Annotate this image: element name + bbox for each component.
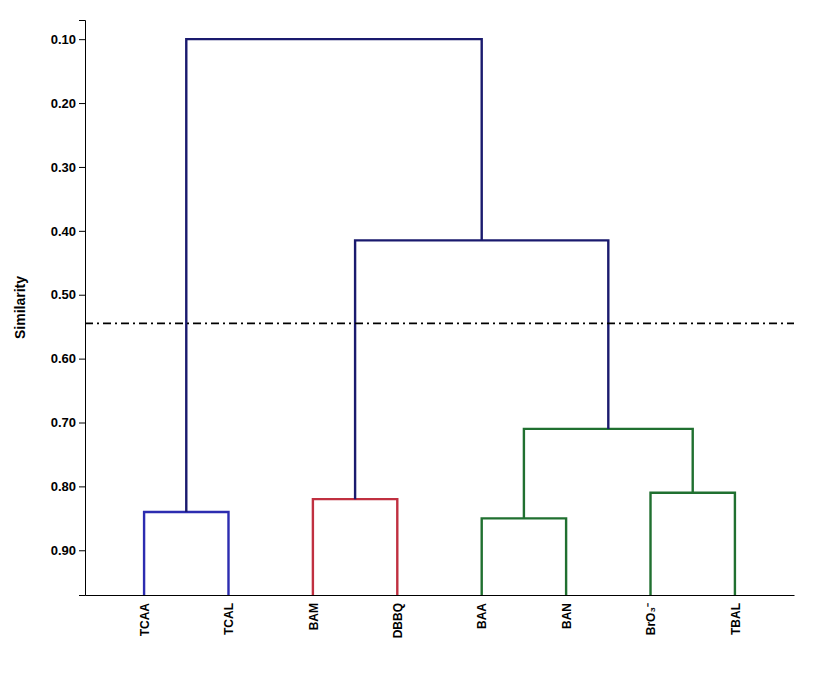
cutoff-line — [85, 323, 794, 325]
x-tick-label: BAA — [475, 603, 489, 629]
y-tick: 0.30 — [51, 160, 85, 175]
x-tick: TBAL — [729, 603, 743, 635]
y-tick-mark — [79, 550, 85, 551]
y-tick-mark — [79, 486, 85, 487]
x-axis-line — [86, 595, 795, 596]
y-tick: 0.90 — [51, 543, 85, 558]
y-axis-line — [79, 21, 86, 596]
x-axis: TCAA TCAL BAM DBBQ BAA BAN BrO₃⁻ TBAL — [86, 596, 795, 639]
y-tick-mark — [79, 167, 85, 168]
y-tick-mark — [79, 231, 85, 232]
dendrogram-link — [524, 429, 693, 518]
x-tick-label: BrO₃⁻ — [644, 603, 658, 635]
x-tick-label: DBBQ — [391, 603, 405, 638]
x-tick-label: TCAL — [222, 603, 236, 635]
chart-svg: 0.10 0.20 0.30 0.40 0.50 0.60 0.70 0.80 0.90 TCAA… — [0, 0, 819, 685]
y-tick-label: 0.20 — [51, 96, 76, 111]
y-tick: 0.80 — [51, 479, 85, 494]
y-tick: 0.60 — [51, 351, 85, 366]
dendrogram-link — [482, 518, 566, 595]
y-tick-label: 0.10 — [51, 32, 76, 47]
y-tick-mark — [79, 359, 85, 360]
x-tick: BAM — [307, 603, 321, 630]
y-tick: 0.40 — [51, 223, 85, 238]
dendrogram-link — [186, 39, 481, 512]
y-tick-label: 0.90 — [51, 543, 76, 558]
y-tick-label: 0.50 — [51, 287, 76, 302]
dendrogram-link — [144, 512, 228, 595]
marks — [85, 39, 794, 595]
y-tick: 0.10 — [51, 32, 85, 47]
y-axis: 0.10 0.20 0.30 0.40 0.50 0.60 0.70 0.80 0.90 — [51, 21, 86, 596]
x-tick: TCAA — [138, 603, 152, 637]
y-tick-mark — [79, 103, 85, 104]
x-tick-label: TCAA — [138, 603, 152, 637]
y-tick-label: 0.70 — [51, 415, 76, 430]
dendrogram-link — [355, 240, 608, 499]
x-tick: BAN — [560, 603, 574, 629]
y-tick-mark — [79, 423, 85, 424]
y-tick: 0.20 — [51, 96, 85, 111]
x-tick: BAA — [475, 603, 489, 629]
dendrogram-link — [313, 499, 397, 595]
x-tick: DBBQ — [391, 603, 405, 638]
y-tick-label: 0.30 — [51, 160, 76, 175]
x-tick-label: BAM — [307, 603, 321, 630]
y-tick-mark — [79, 39, 85, 40]
y-tick-label: 0.60 — [51, 351, 76, 366]
y-tick: 0.50 — [51, 287, 85, 302]
y-tick-label: 0.80 — [51, 479, 76, 494]
x-tick-label: TBAL — [729, 603, 743, 635]
y-axis-title: Similarity — [12, 276, 28, 339]
x-tick-label: BAN — [560, 603, 574, 629]
plot-area: 0.10 0.20 0.30 0.40 0.50 0.60 0.70 0.80 0.90 TCAA… — [12, 21, 795, 639]
y-tick: 0.70 — [51, 415, 85, 430]
x-tick: TCAL — [222, 603, 236, 635]
y-tick-label: 0.40 — [51, 223, 76, 238]
y-tick-mark — [79, 295, 85, 296]
dendrogram-link — [651, 493, 735, 595]
x-tick: BrO₃⁻ — [644, 603, 658, 635]
